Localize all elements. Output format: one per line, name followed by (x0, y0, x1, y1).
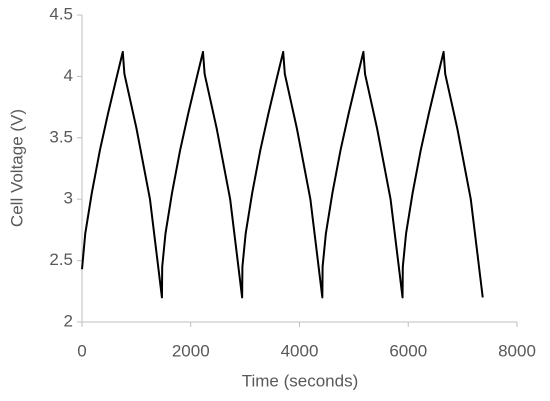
y-tick-label: 2 (64, 311, 73, 330)
y-tick-label: 3 (64, 189, 73, 208)
y-tick-label: 4.5 (49, 4, 73, 23)
y-tick-label: 2.5 (49, 250, 73, 269)
x-tick-label: 4000 (281, 341, 319, 360)
x-tick-label: 0 (77, 341, 86, 360)
x-tick-label: 2000 (172, 341, 210, 360)
data-line (81, 50, 484, 299)
x-tick-label: 8000 (498, 341, 536, 360)
x-axis-title: Time (seconds) (242, 371, 359, 390)
y-axis-title: Cell Voltage (V) (7, 109, 26, 227)
y-tick-label: 4 (64, 66, 73, 85)
x-tick-label: 6000 (389, 341, 427, 360)
y-tick-label: 3.5 (49, 127, 73, 146)
